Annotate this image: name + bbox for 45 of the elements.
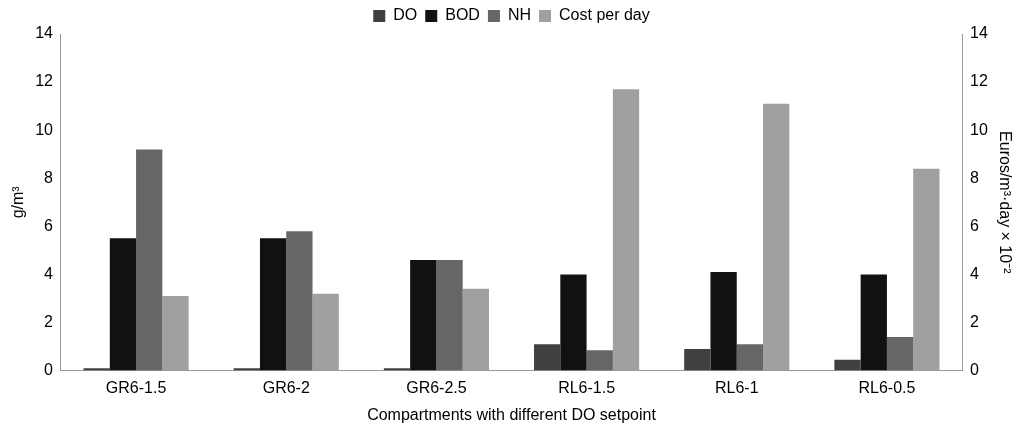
- bar: [586, 350, 613, 371]
- y2-tick-label: 14: [970, 24, 988, 42]
- legend-label: NH: [507, 6, 532, 24]
- bar: [684, 348, 711, 371]
- y-axis-title: g/m³: [9, 185, 27, 219]
- bar: [109, 238, 137, 371]
- bar: [136, 149, 163, 371]
- bar: [710, 272, 737, 371]
- legend-label: DO: [393, 6, 418, 24]
- x-tick-label: GR6-1.5: [105, 378, 167, 396]
- x-tick-label: RL6-1.5: [558, 378, 616, 396]
- y-tick-label: 6: [44, 216, 54, 234]
- y2-tick-label: 6: [970, 216, 979, 234]
- y-tick-label: 4: [44, 264, 54, 282]
- x-tick-label: GR6-2: [262, 378, 310, 396]
- bar: [886, 336, 914, 371]
- y2-tick-label: 10: [970, 120, 988, 138]
- y-tick-label: 8: [44, 168, 54, 186]
- y2-tick-label: 0: [970, 361, 979, 379]
- bar: [534, 344, 561, 371]
- bar: [410, 260, 437, 371]
- bar: [913, 168, 940, 371]
- bar: [560, 274, 587, 371]
- y2-tick-label: 4: [970, 264, 979, 282]
- bar: [259, 238, 287, 371]
- legend-label: Cost per day: [559, 6, 650, 24]
- y-tick-label: 10: [35, 120, 54, 138]
- y-tick-label: 0: [44, 361, 54, 379]
- bar: [612, 89, 640, 371]
- bar: [834, 359, 861, 371]
- y2-tick-label: 2: [970, 312, 979, 330]
- bar: [860, 274, 887, 371]
- bar: [763, 103, 790, 371]
- y-tick-label: 12: [35, 72, 54, 90]
- legend-label: BOD: [445, 6, 480, 24]
- y2-tick-label: 8: [970, 168, 979, 186]
- y-tick-label: 2: [44, 312, 54, 330]
- x-tick-label: RL6-0.5: [858, 378, 916, 396]
- y-tick-label: 14: [35, 24, 54, 42]
- y2-tick-label: 12: [970, 72, 988, 90]
- x-tick-label: GR6-2.5: [406, 378, 467, 396]
- x-axis-title: Compartments with different DO setpoint: [367, 405, 657, 423]
- x-tick-label: RL6-1: [714, 378, 759, 396]
- y2-axis-title: Euros/m³·day × 10⁻²: [996, 131, 1014, 275]
- bar: [736, 344, 764, 371]
